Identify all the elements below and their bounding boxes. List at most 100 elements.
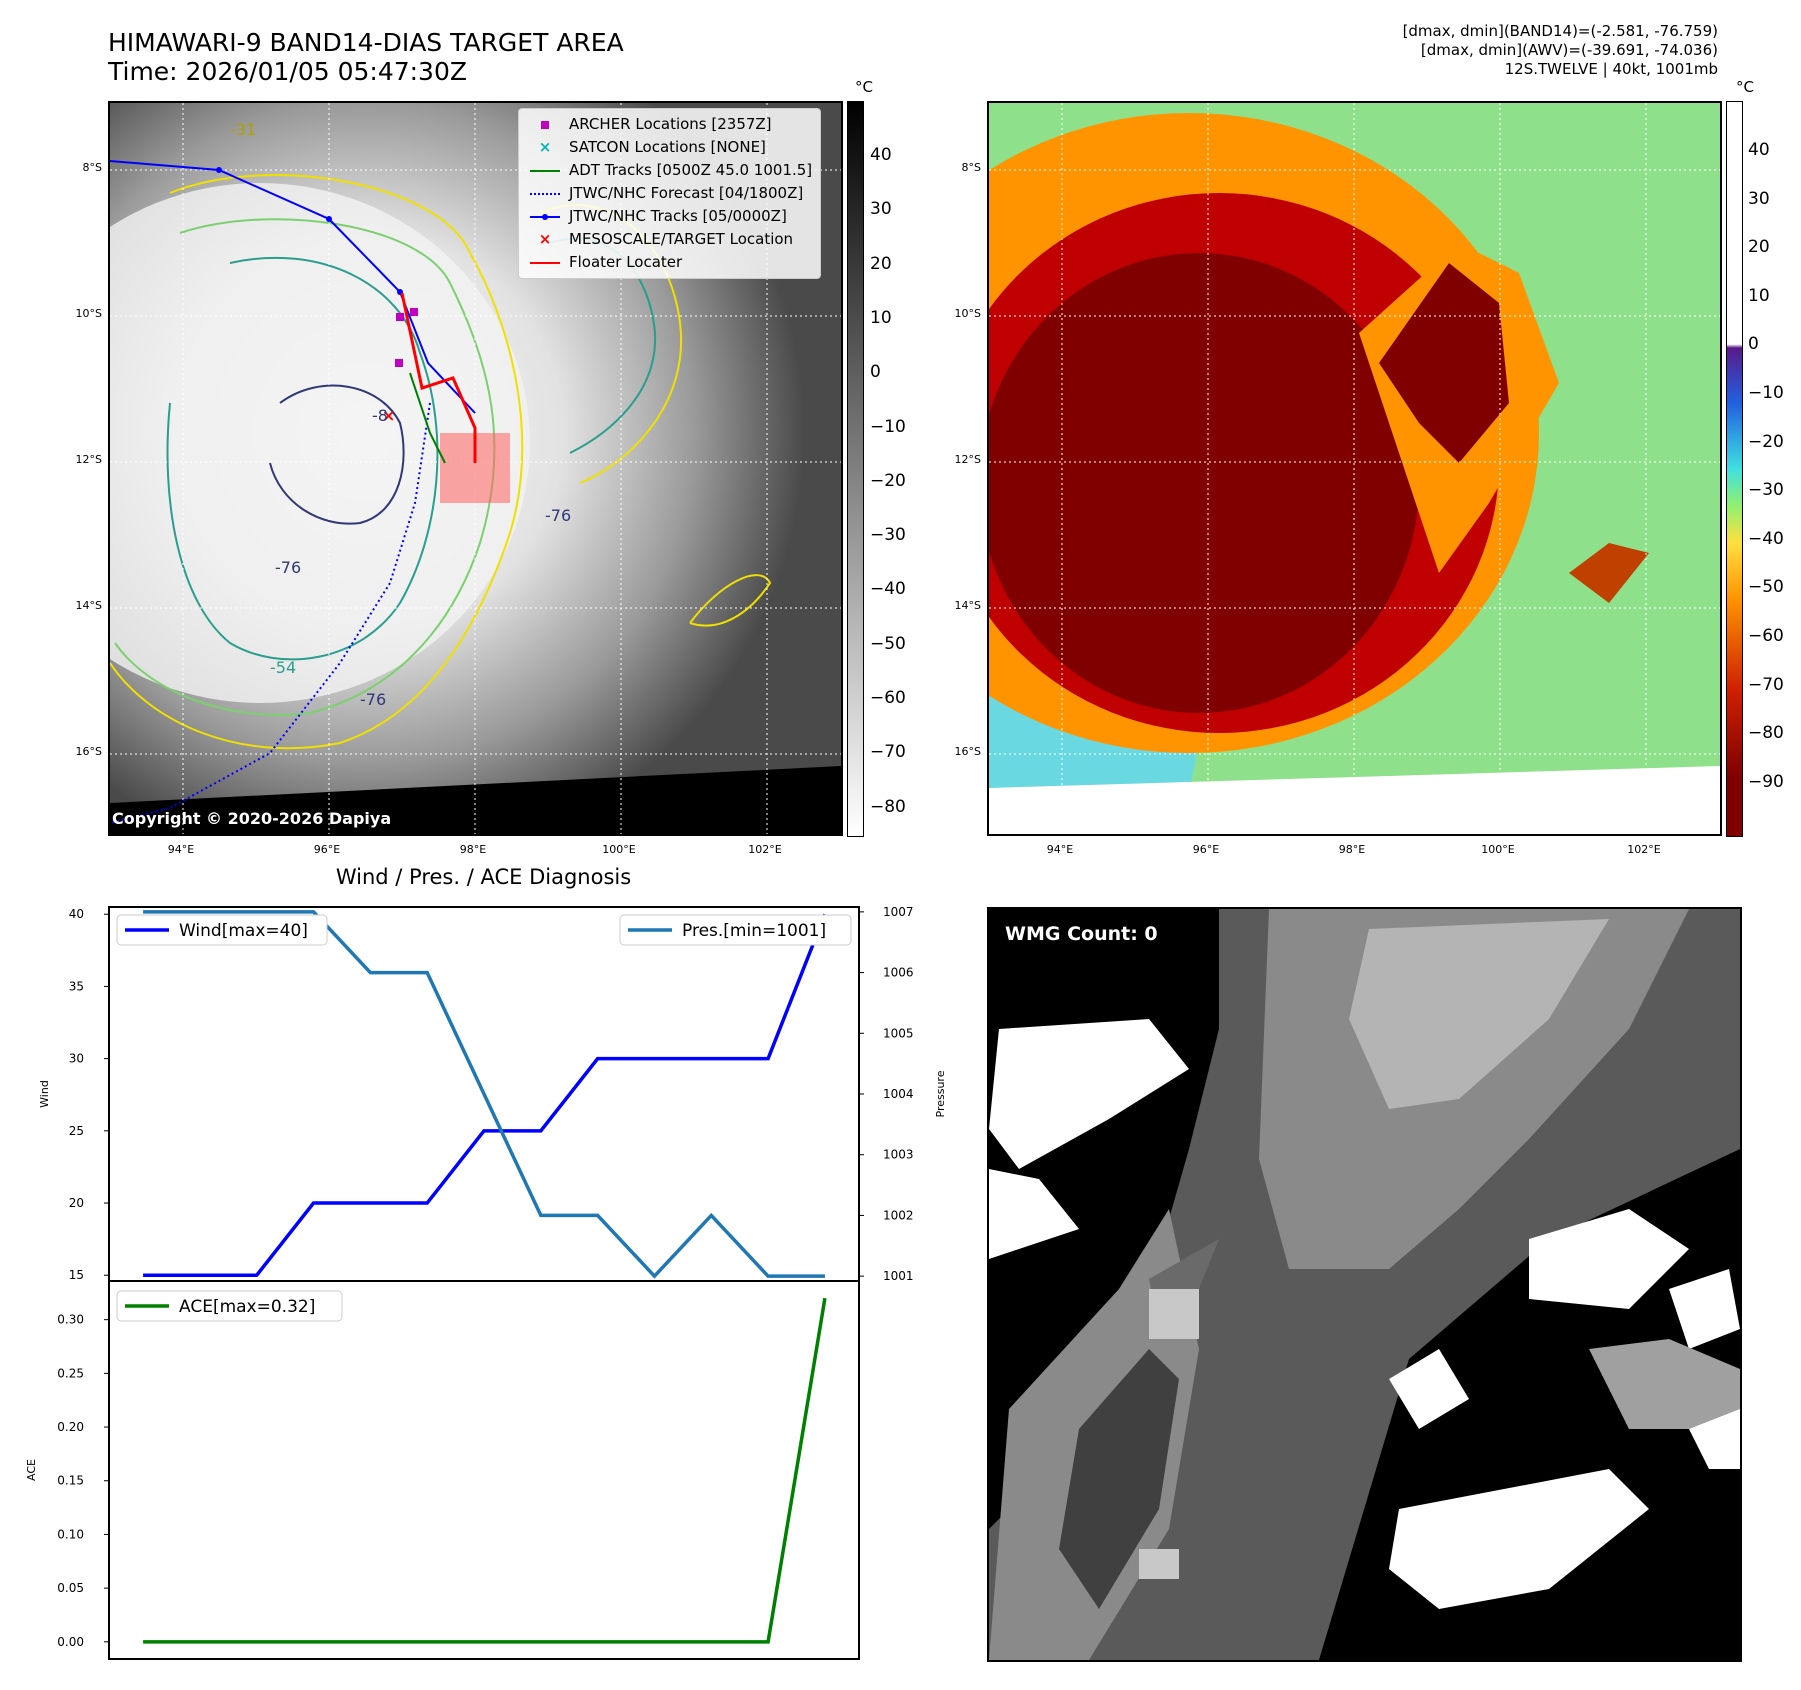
ace-tick-label: 0.15	[57, 1474, 84, 1488]
wind-tick-label: 35	[69, 979, 84, 993]
lon-tick-label: 96°E	[313, 843, 341, 856]
wind-tick-label: 40	[69, 907, 84, 921]
legend-item: × SATCON Locations [NONE]	[527, 136, 812, 159]
title-line-1: HIMAWARI-9 BAND14-DIAS TARGET AREA	[108, 28, 624, 57]
ace-axis-label: ACE	[25, 1459, 38, 1481]
ace-frame	[108, 1280, 860, 1660]
chart-title: Wind / Pres. / ACE Diagnosis	[335, 865, 632, 889]
ace-tick-label: 0.25	[57, 1366, 84, 1380]
colorbar-tick-label: −30	[870, 525, 906, 546]
lon-tick-label: 102°E	[748, 843, 782, 856]
colorbar-right-unit: °C	[1736, 78, 1754, 96]
legend-label: JTWC/NHC Tracks [05/0000Z]	[569, 207, 787, 225]
dotted-line-icon	[527, 182, 563, 205]
lat-tick-label: 12°S	[75, 453, 102, 466]
contour-label: -54	[270, 658, 296, 677]
colorbar-tick-label: −70	[1748, 674, 1784, 695]
contour-label: -31	[230, 120, 256, 139]
ace-tick-label: 0.30	[57, 1313, 84, 1327]
ace-tick-label: 0.05	[57, 1581, 84, 1595]
wind-series-line	[143, 913, 827, 1277]
lat-tick-label: 16°S	[75, 745, 102, 758]
colorbar-tick-label: −70	[870, 742, 906, 763]
pressure-tick-label: 1001	[883, 1269, 914, 1283]
colorbar-right	[1726, 101, 1743, 837]
legend-label: JTWC/NHC Forecast [04/1800Z]	[569, 184, 804, 202]
colorbar-tick-label: −10	[870, 416, 906, 437]
svg-text:×: ×	[382, 406, 395, 425]
wind-legend-label: Wind[max=40]	[179, 921, 308, 941]
colorbar-tick-label: −60	[870, 688, 906, 708]
legend-item: Floater Locater	[527, 251, 812, 274]
ace-tick-label: 0.20	[57, 1420, 84, 1434]
colorbar-left	[847, 101, 864, 837]
pressure-series-line	[143, 910, 825, 1279]
colorbar-left-unit: °C	[855, 78, 873, 96]
legend-item: × MESOSCALE/TARGET Location	[527, 228, 812, 251]
square-marker-icon	[527, 113, 563, 136]
legend-label: MESOSCALE/TARGET Location	[569, 230, 794, 248]
wind-tick-label: 15	[69, 1268, 84, 1282]
ace-tick-label: 0.00	[57, 1635, 84, 1649]
colorbar-tick-label: −40	[870, 579, 906, 600]
pressure-legend-label: Pres.[min=1001]	[682, 921, 826, 941]
colorbar-tick-label: 0	[870, 362, 881, 383]
legend-label: ADT Tracks [0500Z 45.0 1001.5]	[569, 161, 813, 179]
wind-tick-label: 25	[69, 1124, 84, 1138]
legend-label: SATCON Locations [NONE]	[569, 138, 766, 156]
colorbar-tick-label: 40	[870, 145, 892, 165]
lon-tick-label: 100°E	[1481, 843, 1515, 856]
lon-tick-label: 98°E	[459, 843, 487, 856]
colorbar-tick-label: −20	[1748, 431, 1784, 452]
lat-tick-label: 10°S	[954, 307, 981, 320]
ace-tick-label: 0.10	[57, 1527, 84, 1541]
stats-line-2: [dmax, dmin](AWV)=(-39.691, -74.036)	[1420, 41, 1718, 59]
colorbar-tick-label: −50	[870, 633, 906, 654]
pressure-tick-label: 1007	[883, 905, 914, 919]
colorbar-tick-label: −90	[1748, 771, 1784, 792]
lat-tick-label: 16°S	[954, 745, 981, 758]
map-legend: ARCHER Locations [2357Z] × SATCON Location…	[518, 108, 822, 279]
pressure-tick-label: 1002	[883, 1208, 914, 1222]
lat-tick-label: 10°S	[75, 307, 102, 320]
legend-item: ARCHER Locations [2357Z]	[527, 113, 812, 136]
pressure-legend-box	[619, 914, 852, 946]
ace-legend-box	[116, 1290, 343, 1322]
pressure-tick-label: 1004	[883, 1087, 914, 1101]
colorbar-tick-label: −30	[1748, 480, 1784, 501]
colorbar-tick-label: 10	[870, 307, 892, 328]
title-line-2: Time: 2026/01/05 05:47:30Z	[108, 57, 467, 86]
figure-title: HIMAWARI-9 BAND14-DIAS TARGET AREA Time:…	[108, 28, 624, 86]
lat-tick-label: 8°S	[82, 161, 102, 174]
colorbar-tick-label: 30	[1748, 188, 1770, 209]
colorbar-tick-label: −40	[1748, 528, 1784, 549]
awv-map-panel	[987, 101, 1722, 836]
solid-line-icon	[527, 159, 563, 182]
wmg-image	[989, 909, 1740, 1660]
x-marker-icon: ×	[538, 230, 552, 248]
wind-axis-label: Wind	[38, 1080, 51, 1108]
contour-label: -76	[545, 506, 571, 525]
pressure-tick-label: 1005	[883, 1026, 914, 1040]
wind-legend-box	[116, 914, 328, 946]
awv-map-image	[989, 103, 1720, 834]
legend-item: ADT Tracks [0500Z 45.0 1001.5]	[527, 159, 812, 182]
lon-tick-label: 102°E	[1627, 843, 1661, 856]
contour-label: -76	[275, 558, 301, 577]
lat-tick-label: 12°S	[954, 453, 981, 466]
colorbar-tick-label: 20	[870, 253, 892, 274]
pressure-axis-label: Pressure	[934, 1070, 947, 1117]
colorbar-tick-label: −80	[1748, 723, 1784, 744]
legend-item: JTWC/NHC Forecast [04/1800Z]	[527, 182, 812, 205]
colorbar-tick-label: −10	[1748, 383, 1784, 403]
lon-tick-label: 100°E	[602, 843, 636, 856]
wmg-panel	[987, 907, 1742, 1662]
x-marker-icon: ×	[538, 138, 552, 156]
lon-tick-label: 96°E	[1192, 843, 1220, 856]
stats-block: [dmax, dmin](BAND14)=(-2.581, -76.759) […	[1403, 22, 1718, 79]
ace-series-line	[143, 1297, 827, 1644]
ir-map-panel: × -31 -8 -76 -76 -54 -76 ARCHER Location…	[108, 101, 843, 836]
ace-legend-label: ACE[max=0.32]	[179, 1297, 315, 1317]
contour-label: -76	[360, 690, 386, 709]
colorbar-tick-label: −20	[870, 470, 906, 491]
